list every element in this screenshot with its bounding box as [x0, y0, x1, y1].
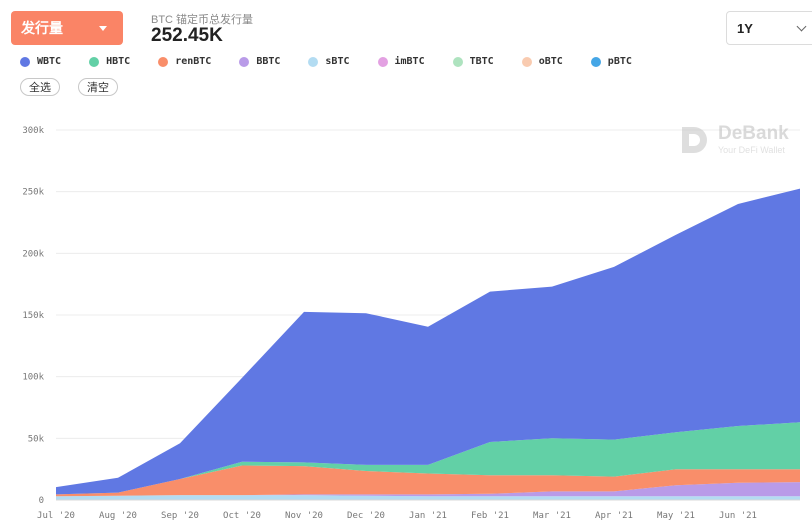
x-tick-label: Apr '21: [595, 511, 633, 521]
caret-down-icon: [99, 25, 107, 31]
legend-item-imbtc[interactable]: imBTC: [377, 56, 425, 67]
y-tick-label: 0: [39, 496, 44, 506]
legend-dot: [89, 56, 100, 67]
legend-item-sbtc[interactable]: sBTC: [308, 56, 350, 67]
legend-label: pBTC: [607, 56, 632, 67]
chevron-down-icon: [796, 21, 807, 31]
legend-dot: [308, 56, 319, 67]
legend-label: BBTC: [256, 56, 281, 67]
debank-logo-icon: [682, 126, 707, 153]
metric-dropdown-label: 发行量: [21, 20, 63, 36]
legend-label: WBTC: [37, 56, 62, 67]
x-tick-label: Aug '20: [99, 511, 137, 521]
watermark-brand: DeBank: [718, 123, 789, 144]
legend-item-hbtc[interactable]: HBTC: [89, 56, 130, 67]
area-bbtc: [56, 482, 800, 497]
area-hbtc: [56, 422, 800, 495]
time-range-label: 1Y: [737, 20, 753, 36]
clear-button[interactable]: 清空: [78, 78, 118, 96]
chart-legend: WBTC HBTC renBTC BBTC sBTC imBTC TBTC oB…: [20, 56, 660, 67]
legend-dot: [521, 56, 532, 67]
x-tick-label: Jul '20: [37, 511, 75, 521]
legend-item-pbtc[interactable]: pBTC: [590, 56, 632, 67]
y-tick-label: 200k: [22, 249, 44, 259]
legend-label: imBTC: [394, 56, 425, 67]
legend-dot: [158, 56, 169, 67]
y-tick-label: 50k: [28, 434, 45, 444]
x-tick-label: Dec '20: [347, 511, 385, 521]
legend-label: sBTC: [325, 56, 350, 67]
y-tick-label: 150k: [22, 311, 44, 321]
legend-dot: [20, 56, 30, 67]
legend-label: renBTC: [175, 56, 212, 67]
x-tick-label: Jun '21: [719, 511, 757, 521]
x-tick-label: Nov '20: [285, 511, 323, 521]
legend-dot: [452, 56, 463, 67]
area-sbtc: [56, 495, 800, 500]
y-tick-label: 250k: [22, 188, 44, 198]
legend-item-wbtc[interactable]: WBTC: [20, 56, 61, 67]
legend-dot: [377, 56, 388, 67]
x-tick-label: Sep '20: [161, 511, 199, 521]
legend-label: oBTC: [538, 56, 563, 67]
legend-item-tbtc[interactable]: TBTC: [452, 56, 494, 67]
legend-dot: [590, 56, 601, 67]
y-tick-label: 300k: [22, 126, 44, 136]
metric-dropdown[interactable]: 发行量: [11, 11, 123, 45]
area-renbtc: [56, 465, 800, 497]
select-all-button[interactable]: 全选: [20, 78, 60, 96]
legend-label: TBTC: [469, 56, 494, 67]
total-supply-value: 252.45K: [151, 25, 223, 46]
time-range-select[interactable]: 1Y: [726, 11, 812, 45]
chart-subtitle: BTC 锚定币总发行量: [151, 14, 254, 26]
area-wbtc: [56, 188, 800, 495]
legend-item-bbtc[interactable]: BBTC: [239, 56, 280, 67]
x-tick-label: Mar '21: [533, 511, 571, 521]
x-tick-label: Jan '21: [409, 511, 447, 521]
watermark-tagline: Your DeFi Wallet: [718, 145, 785, 155]
legend-dot: [239, 56, 250, 67]
debank-watermark: DeBank Your DeFi Wallet: [680, 124, 789, 155]
x-tick-label: Feb '21: [471, 511, 509, 521]
legend-item-obtc[interactable]: oBTC: [521, 56, 563, 67]
x-tick-label: May '21: [657, 511, 695, 521]
y-tick-label: 100k: [22, 373, 44, 383]
legend-label: HBTC: [106, 56, 131, 67]
stacked-area-chart: 0 50k 100k 150k 200k 250k 300k Jul '20 Aug '20 Se…: [22, 126, 800, 521]
legend-item-renbtc[interactable]: renBTC: [158, 56, 211, 67]
x-tick-label: Oct '20: [223, 511, 261, 521]
